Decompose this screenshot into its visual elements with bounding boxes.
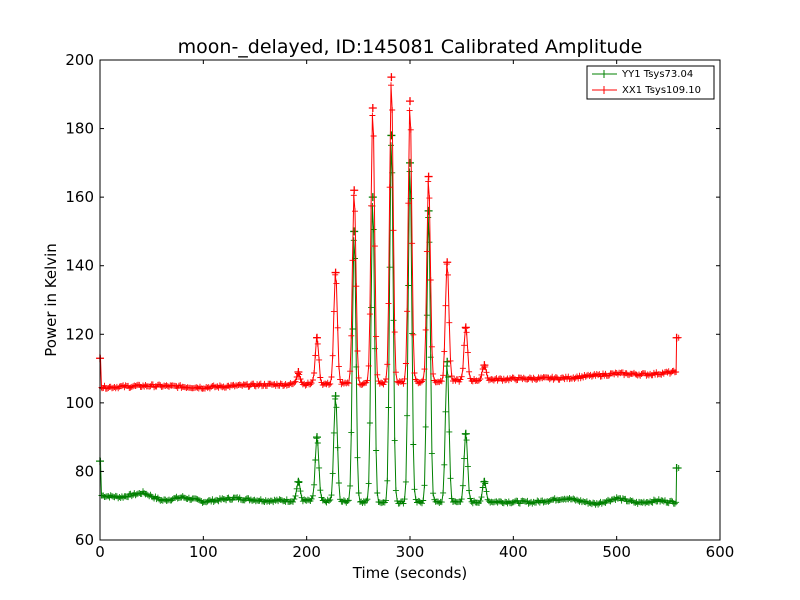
peak-point: [313, 433, 321, 442]
legend-marker-xx1: [600, 86, 608, 94]
y-tick-label: 140: [65, 257, 94, 275]
x-tick-label: 200: [292, 543, 321, 561]
peak-point: [424, 172, 433, 181]
x-tick-label: 400: [499, 543, 528, 561]
peak-point: [350, 227, 359, 236]
peak-point: [331, 392, 340, 400]
series-layer: [96, 73, 682, 508]
peak-point: [406, 158, 414, 167]
peak-point: [331, 268, 340, 277]
peak-point: [443, 258, 452, 267]
legend-label-xx1: XX1 Tsys109.10: [622, 85, 701, 96]
peak-point: [672, 464, 681, 472]
peak-point: [294, 477, 303, 486]
x-tick-label: 100: [189, 543, 218, 561]
peak-point: [387, 73, 396, 82]
y-tick-label: 80: [75, 462, 94, 480]
peak-point: [294, 368, 303, 376]
peak-point: [480, 361, 489, 370]
peak-point: [368, 104, 377, 112]
peak-point: [368, 193, 377, 202]
legend-label-yy1: YY1 Tsys73.04: [621, 69, 693, 80]
x-tick-label: 600: [706, 543, 735, 561]
peak-point: [461, 323, 470, 332]
ticks-layer: 0 100 200 300 400 500 600 60 80 100 120 140 160 180 20…: [65, 51, 734, 561]
y-tick-label: 200: [65, 51, 94, 69]
peak-point: [387, 131, 396, 140]
x-tick-label: 500: [602, 543, 631, 561]
legend: YY1 Tsys73.04 XX1 Tsys109.10: [586, 65, 715, 100]
peak-point: [480, 477, 489, 486]
plot-frame: [99, 59, 721, 541]
peak-point: [443, 357, 452, 366]
y-tick-label: 120: [65, 325, 94, 343]
x-tick-label: 0: [95, 543, 105, 561]
legend-box: [586, 65, 715, 100]
peak-point: [313, 333, 321, 342]
legend-marker-yy1: [600, 70, 608, 78]
y-tick-label: 160: [65, 188, 94, 206]
y-tick-label: 100: [65, 394, 94, 412]
y-axis-label: Power in Kelvin: [42, 243, 60, 357]
x-axis-label: Time (seconds): [352, 564, 468, 582]
peak-point: [406, 97, 414, 106]
y-tick-label: 60: [75, 531, 94, 549]
x-tick-label: 300: [396, 543, 425, 561]
peak-point: [424, 206, 433, 215]
peak-point: [350, 186, 359, 195]
peak-point: [672, 333, 681, 342]
chart-title: moon-_delayed, ID:145081 Calibrated Ampl…: [178, 36, 643, 58]
peak-point: [461, 429, 470, 438]
y-tick-label: 180: [65, 120, 94, 138]
